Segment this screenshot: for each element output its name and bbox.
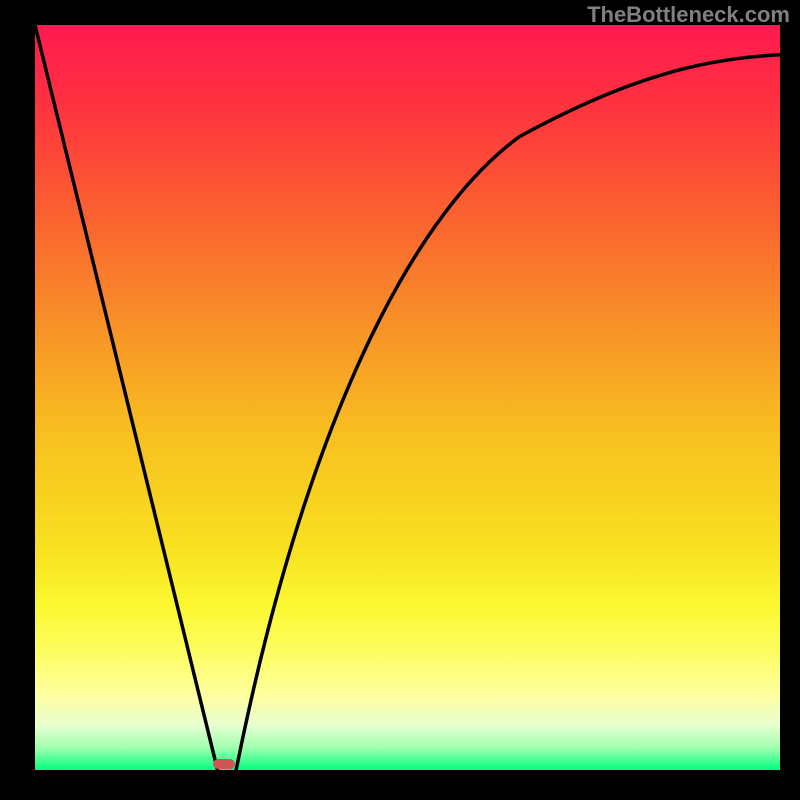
- bottleneck-curve: [35, 25, 780, 770]
- chart-container: TheBottleneck.com: [0, 0, 800, 800]
- plot-area: [35, 25, 780, 770]
- watermark-text: TheBottleneck.com: [587, 2, 790, 28]
- minimum-marker: [213, 759, 235, 769]
